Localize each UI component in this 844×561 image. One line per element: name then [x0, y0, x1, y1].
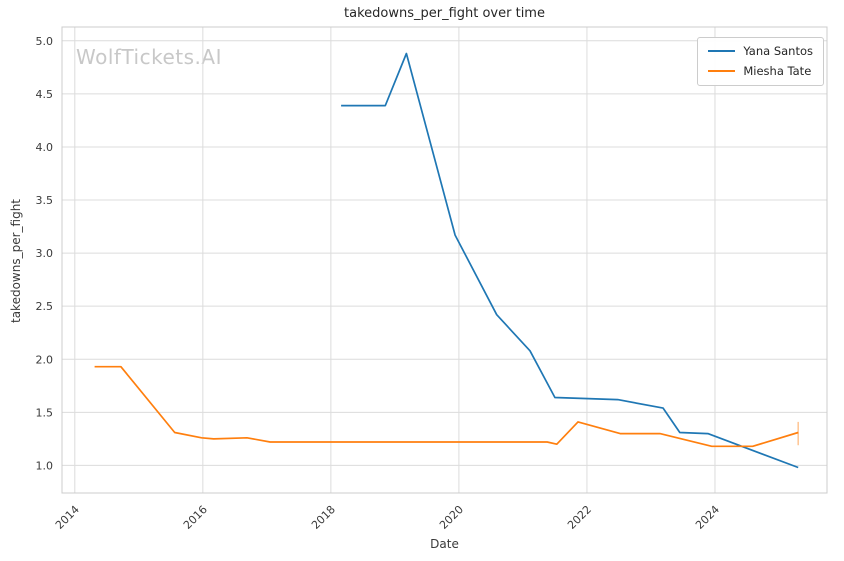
- watermark: WolfTickets.AI: [76, 45, 222, 69]
- x-tick-label: 2014: [53, 503, 82, 532]
- x-tick-label: 2016: [181, 503, 210, 532]
- legend-label: Yana Santos: [743, 44, 813, 58]
- x-axis-label: Date: [430, 537, 459, 551]
- legend-line-swatch: [708, 69, 736, 72]
- y-tick-label: 4.0: [36, 141, 54, 154]
- chart-title: takedowns_per_fight over time: [344, 6, 545, 21]
- legend-line-swatch: [708, 50, 736, 53]
- y-tick-label: 3.5: [36, 194, 54, 207]
- y-tick-label: 1.0: [36, 459, 54, 472]
- plot-frame: [61, 26, 828, 494]
- y-tick-label: 2.5: [36, 300, 54, 313]
- y-axis-label: takedowns_per_fight: [9, 198, 23, 324]
- series-line-yana-santos: [341, 52, 799, 469]
- x-tick-label: 2022: [565, 503, 594, 532]
- y-tick-label: 2.0: [36, 353, 54, 366]
- x-tick-label: 2018: [309, 503, 338, 532]
- y-tick-label: 5.0: [36, 35, 54, 48]
- legend-label: Miesha Tate: [743, 63, 812, 78]
- legend: Yana Santos Miesha Tate: [697, 37, 824, 87]
- series-line-miesha-tate: [94, 365, 799, 448]
- x-tick-label: 2020: [437, 503, 466, 532]
- legend-item-miesha-tate: Miesha Tate: [708, 63, 813, 78]
- y-tick-label: 3.0: [36, 247, 54, 260]
- x-tick-label: 2024: [693, 503, 722, 532]
- legend-item-yana-santos: Yana Santos: [708, 45, 813, 58]
- y-tick-label: 4.5: [36, 88, 54, 101]
- y-tick-label: 1.5: [36, 406, 54, 419]
